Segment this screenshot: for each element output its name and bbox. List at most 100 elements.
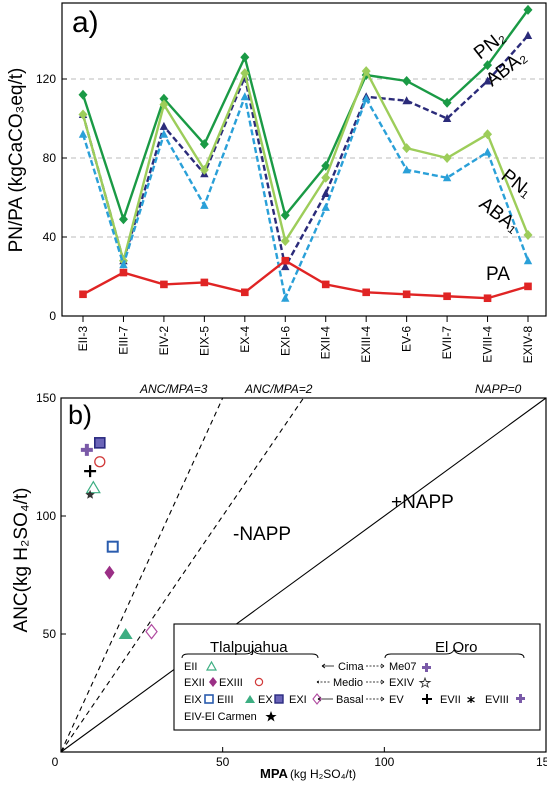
point-pa-ev-6 bbox=[402, 290, 411, 299]
point-eii bbox=[85, 480, 101, 494]
x-tick-label-eiii-7: EIII-7 bbox=[116, 326, 130, 355]
point-pn2-exi-6 bbox=[280, 210, 290, 221]
legend-ev-label: EV bbox=[389, 694, 404, 706]
b-y-tick-label-150: 150 bbox=[36, 391, 56, 405]
point-aba1-eiii-7 bbox=[119, 260, 128, 269]
b-x-tick-label-100: 100 bbox=[374, 755, 394, 769]
point-aba2-eviii-4 bbox=[483, 76, 492, 85]
point-pa-eiii-7 bbox=[119, 268, 128, 277]
point-pn1-exiv-8 bbox=[523, 230, 533, 241]
legend-exiii-circle-icon bbox=[254, 677, 264, 687]
x-tick-label-exiii-4: EXIII-4 bbox=[359, 326, 373, 363]
legend-eiv-star-icon bbox=[265, 711, 277, 722]
point-eix bbox=[94, 437, 106, 449]
reference-line-anc-mpa-3 bbox=[60, 397, 224, 753]
point-aba1-exi-6 bbox=[281, 293, 290, 302]
legend-exi-diamond-icon bbox=[312, 693, 322, 705]
point-aba1-eii-3 bbox=[78, 129, 88, 138]
b-x-tick-label-150: 150 bbox=[536, 755, 547, 769]
reference-line-napp-0 bbox=[60, 397, 547, 753]
x-tick-label-eiv-2: EIV-2 bbox=[157, 326, 171, 356]
region-positive-napp: +NAPP bbox=[391, 492, 454, 513]
panel-b-x-ticks: 0 50 100 150 bbox=[52, 747, 547, 769]
point-ex bbox=[118, 628, 133, 639]
region-negative-napp: -NAPP bbox=[233, 524, 291, 545]
panel-a-frame bbox=[61, 2, 547, 317]
legend-ex-label: EX bbox=[258, 694, 273, 706]
legend-eiv-el-carmen-label: EIV-El Carmen bbox=[184, 711, 257, 723]
point-pn2-exiv-8 bbox=[523, 4, 533, 15]
panel-b-frame bbox=[60, 397, 547, 753]
point-aba1-ex-4 bbox=[240, 92, 250, 101]
point-exiv bbox=[85, 489, 95, 499]
x-tick-label-exiv-8: EXIV-8 bbox=[521, 326, 535, 364]
b-y-tick-label-50: 50 bbox=[43, 627, 57, 641]
point-pa-ex-4 bbox=[241, 288, 249, 297]
legend-eviii-label: EVIII bbox=[485, 694, 509, 706]
point-aba2-evii-7 bbox=[442, 114, 452, 122]
series-line-pa bbox=[82, 259, 529, 300]
b-x-tick-label-0: 0 bbox=[52, 755, 59, 769]
point-aba1-exiv-8 bbox=[523, 256, 533, 265]
point-pn1-eiv-2 bbox=[159, 99, 169, 110]
x-tick-label-eii-3: EII-3 bbox=[76, 326, 90, 352]
point-pn2-eviii-4 bbox=[483, 60, 493, 71]
legend-eii-label: EII bbox=[184, 661, 197, 673]
legend-exiv-label: EXIV bbox=[389, 677, 415, 689]
legend-exii-label: EXII bbox=[184, 677, 205, 689]
legend-eix-square-icon bbox=[204, 694, 214, 704]
panel-a-y-ticks: 0 40 80 120 bbox=[36, 72, 67, 323]
legend-eix-label: EIX bbox=[184, 694, 202, 706]
point-aba2-eiv-2 bbox=[159, 121, 169, 130]
point-pn2-exii-4 bbox=[321, 160, 331, 171]
point-pa-exiii-4 bbox=[362, 288, 370, 297]
legend-me07-label: Me07 bbox=[389, 661, 417, 673]
point-exiii bbox=[94, 456, 106, 468]
point-exi bbox=[145, 623, 158, 640]
legend-exiv-star-icon bbox=[418, 676, 432, 689]
point-pa-exi-6 bbox=[281, 256, 290, 265]
point-pn1-exii-4 bbox=[321, 172, 331, 183]
point-pa-evii-7 bbox=[443, 292, 451, 301]
y-tick-label-0: 0 bbox=[49, 309, 56, 323]
series-line-aba1 bbox=[81, 92, 530, 303]
point-aba1-exii-4 bbox=[321, 202, 330, 211]
point-eiii bbox=[106, 540, 119, 553]
series-line-pn1 bbox=[81, 68, 530, 266]
point-pa-exii-4 bbox=[321, 280, 330, 289]
legend-basal-label: Basal bbox=[336, 694, 364, 706]
series-line-pn2 bbox=[81, 9, 529, 224]
legend-eiii-label: EIII bbox=[217, 694, 234, 706]
point-pn2-eix-5 bbox=[199, 139, 209, 150]
point-pa-eii-3 bbox=[79, 290, 87, 299]
panel-b-x-axis-label: MPA (kg H₂SO₄/t) bbox=[260, 766, 356, 781]
x-tick-label-ev-6: EV-6 bbox=[400, 326, 414, 352]
b-y-tick-label-100: 100 bbox=[36, 509, 56, 523]
x-tick-label-exi-6: EXI-6 bbox=[278, 326, 292, 356]
legend-ex-triangle-icon bbox=[245, 695, 255, 703]
point-aba1-eix-5 bbox=[200, 200, 209, 209]
point-aba1-evii-7 bbox=[442, 173, 452, 182]
point-pa-exiv-8 bbox=[524, 282, 532, 291]
legend-evii-label: EVII bbox=[440, 694, 461, 706]
panel-b-y-axis-label: ANC(kg H₂SO₄/t) bbox=[11, 488, 32, 633]
point-aba2-exiv-8 bbox=[523, 31, 533, 40]
y-tick-label-80: 80 bbox=[43, 151, 57, 165]
legend-brace-right bbox=[384, 648, 525, 659]
legend-ev-plus-icon bbox=[422, 694, 432, 704]
panel-a-x-ticks: EII-3 EIII-7 EIV-2 EIX-5 EX-4 EXI-6 EXII-4 EXII… bbox=[76, 316, 535, 363]
panel-a-series bbox=[78, 4, 533, 303]
legend-exi-label: EXI bbox=[289, 694, 307, 706]
legend-arrows bbox=[316, 663, 385, 702]
x-tick-label-ex-4: EX-4 bbox=[238, 326, 252, 353]
point-aba1-eiv-2 bbox=[159, 129, 169, 138]
point-evii bbox=[84, 465, 97, 478]
point-pn1-eii-3 bbox=[78, 109, 88, 120]
point-aba2-ev-6 bbox=[402, 96, 411, 105]
y-tick-label-120: 120 bbox=[36, 72, 56, 86]
legend-box bbox=[173, 623, 541, 731]
point-exii bbox=[104, 565, 115, 580]
panel-b-label: b) bbox=[68, 400, 92, 430]
